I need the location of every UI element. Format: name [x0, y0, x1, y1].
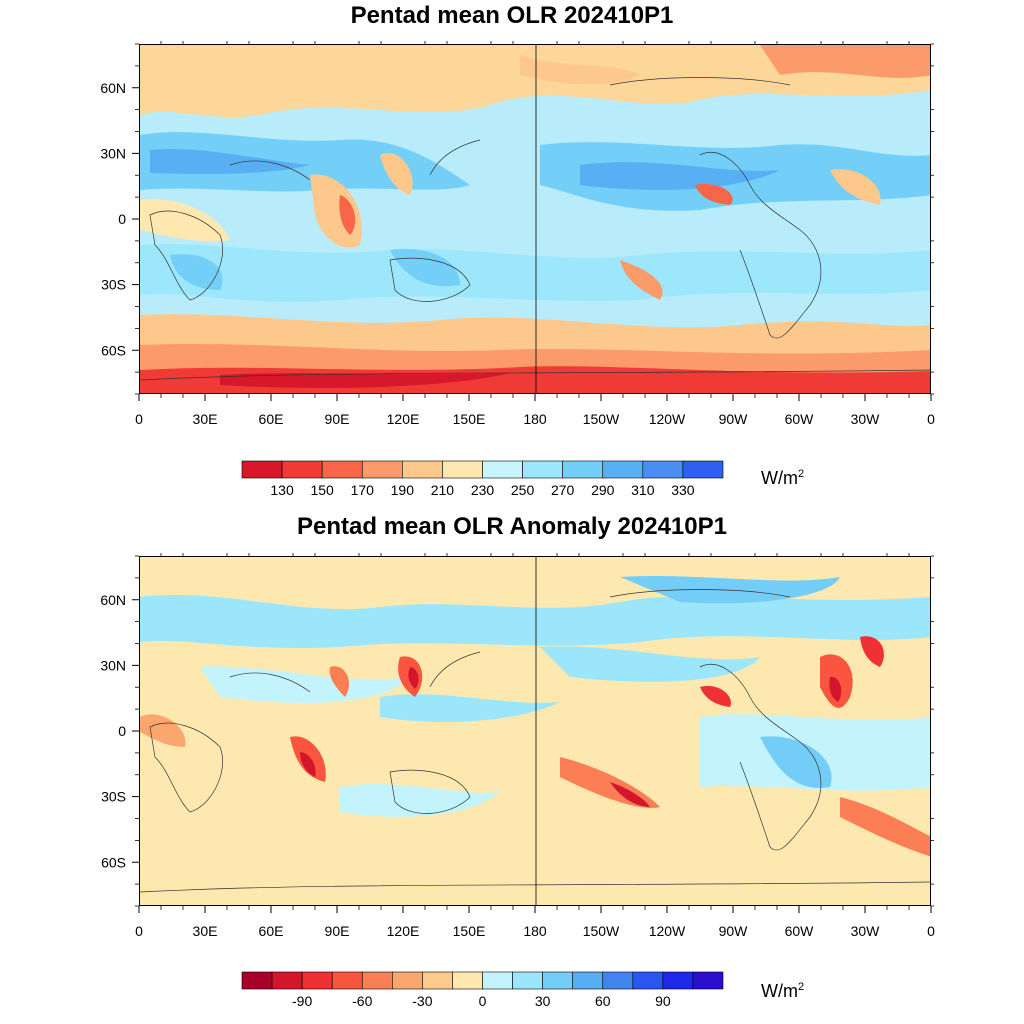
lon-tick-label: 30E: [193, 411, 218, 427]
lon-tick-label: 150W: [583, 411, 620, 427]
lon-tick-label: 90E: [325, 411, 350, 427]
colorbar-label: 310: [631, 482, 655, 498]
colorbar-swatch: [241, 460, 283, 479]
lon-tick-label: 90W: [719, 411, 749, 427]
olr-map-title: Pentad mean OLR 202410P1: [350, 2, 674, 29]
lat-tick-label: 30N: [100, 657, 126, 673]
lon-tick-label: 120W: [649, 411, 686, 427]
colorbar-label: 30: [535, 993, 551, 1009]
colorbar-swatch: [512, 971, 543, 990]
lon-tick-label: 120W: [649, 923, 686, 939]
lon-tick-label: 150E: [453, 923, 486, 939]
lon-tick-label: 150E: [453, 411, 486, 427]
colorbar-swatch: [662, 971, 694, 990]
lon-tick-label: 180: [523, 411, 547, 427]
colorbar-swatch: [562, 460, 604, 479]
lat-tick-label: 0: [118, 723, 126, 739]
lon-tick-label: 120E: [387, 411, 420, 427]
colorbar-label: 210: [431, 482, 455, 498]
colorbar-label: 230: [471, 482, 495, 498]
lon-tick-label: 60E: [259, 923, 284, 939]
lat-tick-label: 60N: [100, 592, 126, 608]
colorbar-swatch: [602, 460, 644, 479]
colorbar-swatch: [392, 971, 423, 990]
colorbar-label: 60: [595, 993, 611, 1009]
colorbar-label: -60: [352, 993, 372, 1009]
colorbar-swatch: [271, 971, 303, 990]
colorbar-swatch: [361, 971, 393, 990]
colorbar-swatch: [602, 971, 634, 990]
olr-map: [139, 44, 931, 394]
colorbar-swatch: [301, 971, 333, 990]
colorbar-label: 330: [671, 482, 695, 498]
lon-tick-label: 0: [135, 923, 143, 939]
colorbar-label: -30: [412, 993, 432, 1009]
colorbar-swatch: [452, 971, 483, 990]
anomaly-colorbar-unit: W/m2: [761, 981, 805, 1001]
colorbar-label: 190: [391, 482, 415, 498]
colorbar-swatch: [642, 460, 684, 479]
colorbar-swatch: [422, 971, 453, 990]
lon-tick-label: 180: [523, 923, 547, 939]
lon-tick-label: 120E: [387, 923, 420, 939]
lat-tick-label: 30S: [101, 789, 126, 805]
colorbar-label: 90: [655, 993, 671, 1009]
lon-tick-label: 30W: [851, 411, 881, 427]
colorbar-swatch: [402, 460, 443, 479]
lon-tick-label: 90W: [719, 923, 749, 939]
lon-tick-label: 60W: [785, 411, 815, 427]
olr-colorbar-unit: W/m2: [761, 468, 805, 488]
colorbar-swatch: [682, 460, 724, 479]
colorbar-label: 150: [310, 482, 334, 498]
colorbar-swatch: [692, 971, 724, 990]
lon-tick-label: 0: [927, 411, 935, 427]
lon-tick-label: 0: [927, 923, 935, 939]
colorbar-label: 0: [479, 993, 487, 1009]
colorbar-swatch: [442, 460, 483, 479]
lon-tick-label: 150W: [583, 923, 620, 939]
colorbar-label: 130: [270, 482, 294, 498]
anomaly-field: [140, 557, 930, 905]
colorbar-swatch: [542, 971, 573, 990]
colorbar-label: -90: [292, 993, 312, 1009]
lat-tick-label: 30S: [101, 277, 126, 293]
colorbar-swatch: [331, 971, 363, 990]
colorbar-label: 290: [591, 482, 615, 498]
olr-field: [140, 45, 930, 393]
lat-tick-label: 30N: [100, 145, 126, 161]
anomaly-map-title: Pentad mean OLR Anomaly 202410P1: [297, 513, 727, 540]
anomaly-map: [139, 556, 931, 906]
lat-tick-label: 0: [118, 211, 126, 227]
colorbar-swatch: [281, 460, 323, 479]
lon-tick-label: 60W: [785, 923, 815, 939]
colorbar-swatch: [482, 971, 513, 990]
lat-tick-label: 60S: [101, 854, 126, 870]
colorbar-swatch: [632, 971, 664, 990]
lon-tick-label: 0: [135, 411, 143, 427]
lat-tick-label: 60N: [100, 80, 126, 96]
lon-tick-label: 30E: [193, 923, 218, 939]
colorbar-swatch: [241, 971, 273, 990]
colorbar-swatch: [482, 460, 523, 479]
colorbar-swatch: [361, 460, 403, 479]
lon-tick-label: 90E: [325, 923, 350, 939]
lat-tick-label: 60S: [101, 342, 126, 358]
colorbar-label: 270: [551, 482, 575, 498]
colorbar-label: 170: [351, 482, 375, 498]
colorbar-swatch: [522, 460, 563, 479]
colorbar-label: 250: [511, 482, 535, 498]
lon-tick-label: 30W: [851, 923, 881, 939]
lon-tick-label: 60E: [259, 411, 284, 427]
colorbar-swatch: [321, 460, 363, 479]
colorbar-swatch: [572, 971, 604, 990]
